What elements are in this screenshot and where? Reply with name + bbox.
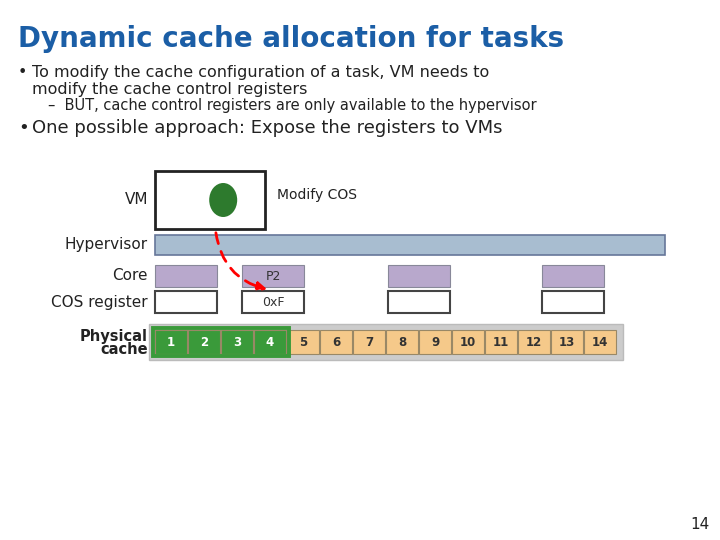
Bar bbox=[287, 330, 319, 354]
Text: 14: 14 bbox=[690, 517, 710, 532]
Bar bbox=[320, 330, 352, 354]
Text: P2: P2 bbox=[265, 269, 281, 282]
Text: 3: 3 bbox=[233, 335, 241, 348]
Bar bbox=[254, 330, 286, 354]
Text: 6: 6 bbox=[332, 335, 340, 348]
Bar bbox=[353, 330, 385, 354]
Text: VM: VM bbox=[125, 192, 148, 207]
Text: Dynamic cache allocation for tasks: Dynamic cache allocation for tasks bbox=[18, 25, 564, 53]
Bar bbox=[155, 171, 265, 229]
Bar bbox=[419, 330, 451, 354]
Bar bbox=[155, 330, 187, 354]
Bar bbox=[584, 330, 616, 354]
Bar bbox=[221, 330, 253, 354]
Text: 7: 7 bbox=[365, 335, 373, 348]
Bar bbox=[388, 265, 450, 287]
Text: 4: 4 bbox=[266, 335, 274, 348]
Bar bbox=[155, 291, 217, 313]
Bar bbox=[452, 330, 484, 354]
Text: •: • bbox=[18, 119, 29, 137]
Text: To modify the cache configuration of a task, VM needs to: To modify the cache configuration of a t… bbox=[32, 65, 490, 80]
Text: •: • bbox=[18, 65, 27, 80]
Text: 11: 11 bbox=[493, 335, 509, 348]
Bar bbox=[149, 324, 623, 360]
Bar bbox=[388, 291, 450, 313]
Text: 2: 2 bbox=[200, 335, 208, 348]
Bar bbox=[188, 330, 220, 354]
Text: –  BUT, cache control registers are only available to the hypervisor: – BUT, cache control registers are only … bbox=[48, 98, 536, 113]
Bar bbox=[542, 291, 604, 313]
Text: Modify COS: Modify COS bbox=[277, 188, 357, 202]
Bar bbox=[242, 265, 304, 287]
Text: 9: 9 bbox=[431, 335, 439, 348]
Text: 14: 14 bbox=[592, 335, 608, 348]
Bar bbox=[485, 330, 517, 354]
Bar bbox=[242, 291, 304, 313]
Text: 1: 1 bbox=[167, 335, 175, 348]
Text: 13: 13 bbox=[559, 335, 575, 348]
Text: 5: 5 bbox=[299, 335, 307, 348]
Bar bbox=[542, 265, 604, 287]
Text: Hypervisor: Hypervisor bbox=[65, 238, 148, 253]
Text: COS register: COS register bbox=[51, 294, 148, 309]
Text: 8: 8 bbox=[398, 335, 406, 348]
Bar bbox=[155, 235, 665, 255]
Bar bbox=[155, 265, 217, 287]
Text: Physical: Physical bbox=[80, 328, 148, 343]
Ellipse shape bbox=[210, 183, 237, 217]
Text: 10: 10 bbox=[460, 335, 476, 348]
Text: 12: 12 bbox=[526, 335, 542, 348]
Bar bbox=[518, 330, 550, 354]
Text: One possible approach: Expose the registers to VMs: One possible approach: Expose the regist… bbox=[32, 119, 503, 137]
Text: 0xF: 0xF bbox=[262, 295, 284, 308]
Bar bbox=[551, 330, 583, 354]
Text: Core: Core bbox=[112, 268, 148, 284]
Bar bbox=[386, 330, 418, 354]
Text: modify the cache control registers: modify the cache control registers bbox=[32, 82, 307, 97]
Bar bbox=[153, 328, 289, 356]
Text: cache: cache bbox=[100, 342, 148, 357]
